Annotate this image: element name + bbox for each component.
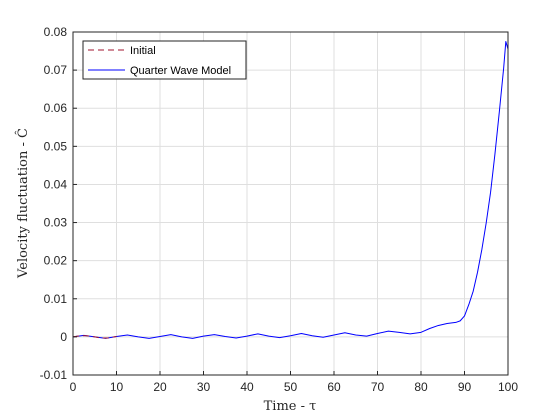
x-tick-label: 50 [284, 380, 298, 394]
y-tick-label: -0.01 [40, 368, 68, 382]
x-tick-label: 80 [414, 380, 428, 394]
y-axis-label: Velocity fluctuation - Ĉ [14, 128, 31, 279]
x-tick-label: 100 [498, 380, 518, 394]
y-tick-label: 0.04 [44, 177, 68, 191]
y-tick-label: 0.06 [44, 101, 68, 115]
x-tick-label: 0 [70, 380, 77, 394]
y-tick-label: 0.05 [44, 139, 68, 153]
x-tick-label: 30 [197, 380, 211, 394]
series-line-initial [72, 335, 117, 339]
ticks: 0 10 20 30 40 50 60 70 80 90 100-0.0100.010.020.03… [40, 25, 519, 394]
x-tick-label: 10 [110, 380, 124, 394]
x-tick-label: 60 [327, 380, 341, 394]
y-tick-label: 0.01 [44, 292, 68, 306]
x-axis-label: Time - τ [264, 399, 317, 414]
x-tick-label: 70 [371, 380, 385, 394]
series-layer [72, 41, 509, 339]
y-tick-label: 0.07 [44, 63, 68, 77]
y-tick-label: 0.03 [44, 216, 68, 230]
x-tick-label: 90 [458, 380, 472, 394]
y-tick-label: 0 [60, 330, 67, 344]
legend-box [82, 40, 247, 80]
x-tick-label: 20 [153, 380, 167, 394]
series-line-quarter-wave-model [72, 41, 509, 339]
y-tick-label: 0.08 [44, 25, 68, 39]
y-tick-label: 0.02 [44, 254, 68, 268]
legend: Initial Quarter Wave Model [82, 40, 247, 80]
legend-label-initial: Initial [130, 45, 156, 57]
x-tick-label: 40 [240, 380, 254, 394]
legend-label-quarter-wave-model: Quarter Wave Model [130, 65, 231, 77]
